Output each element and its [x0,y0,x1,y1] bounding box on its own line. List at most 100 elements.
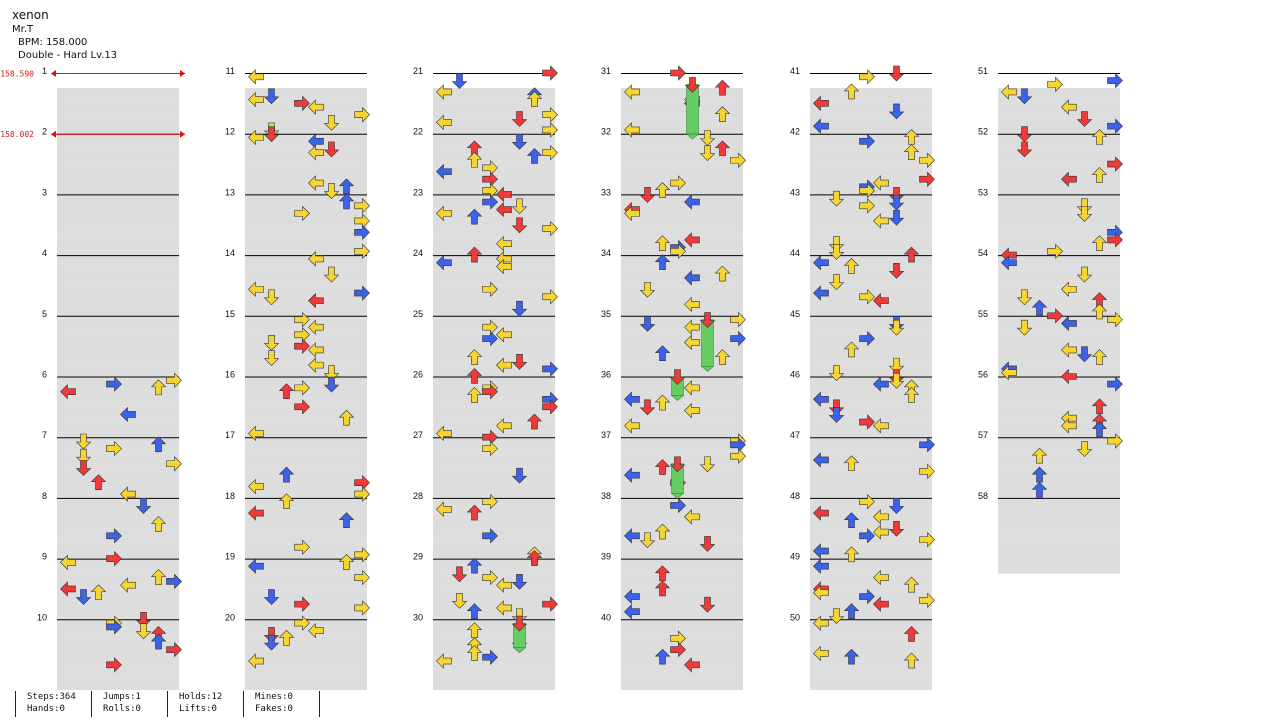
beat-band [433,361,555,377]
hold-tail [512,647,527,654]
step-arrow [1031,299,1048,316]
step-arrow [496,577,512,593]
beat-band [810,482,932,498]
beat-band [998,209,1120,225]
step-arrow [859,493,875,510]
step-arrow [308,622,324,639]
step-arrow [166,372,182,389]
step-arrow [248,91,264,108]
step-arrow [542,107,558,123]
beat-band [57,88,179,104]
step-arrow [511,354,528,370]
step-arrow [496,600,512,616]
measure-number: 10 [37,612,47,622]
measure-number: 9 [42,552,47,562]
step-arrow [354,569,370,586]
step-arrow [1107,376,1123,392]
beat-band [998,285,1120,301]
step-arrow [451,566,468,583]
step-arrow [511,133,528,150]
step-arrow [60,383,76,400]
step-arrow [294,399,310,415]
beat-band [57,634,179,650]
beat-band [57,254,179,271]
step-arrow [873,292,889,309]
stats-group-steps: Steps:364 Hands:0 [15,691,76,717]
step-arrow [308,175,324,191]
beat-band [433,467,555,483]
beat-band [998,254,1120,271]
beat-band [810,209,932,225]
step-arrow [75,589,92,605]
beat-band [433,588,555,604]
step-arrow [714,79,731,96]
beat-band [621,148,743,164]
beat-band [245,437,367,453]
step-arrow [730,330,746,347]
step-arrow [1107,311,1123,328]
step-arrow [684,334,700,351]
beat-band [245,497,367,513]
beat-band [57,300,179,316]
step-arrow [466,208,483,225]
step-arrow [166,456,182,472]
beat-band [245,421,367,438]
step-arrow [639,532,656,549]
step-arrow [248,69,264,85]
step-arrow [511,198,528,215]
step-arrow [542,399,558,415]
measure-number: 35 [601,309,611,319]
step-arrow [873,524,889,540]
step-arrow [323,266,340,283]
beat-band [57,194,179,210]
measure-number: 37 [601,430,611,440]
step-arrow [150,516,167,532]
beat-band [245,300,367,316]
step-arrow [496,258,512,275]
beat-band [810,224,932,240]
measure-number: 24 [413,248,423,258]
beat-band [998,376,1120,392]
beat-band [57,148,179,164]
step-arrow [888,194,905,211]
beat-band [810,437,932,453]
step-arrow [248,478,264,495]
step-arrow [1076,441,1093,458]
measure-number: 25 [413,309,423,319]
step-arrow [843,603,860,620]
measure-number: 34 [601,248,611,258]
beat-band [810,345,932,362]
step-arrow [263,634,280,651]
step-arrow [919,531,935,548]
step-arrow [903,576,920,593]
beat-band [245,163,367,180]
measure-number: 54 [978,248,988,258]
beat-band [57,452,179,468]
stats-group-jumps: Jumps:1 Rolls:0 [91,691,141,717]
step-arrow [496,235,512,252]
step-arrow [90,584,107,601]
beat-band [245,558,367,574]
step-arrow [1091,235,1108,252]
step-arrow [828,608,845,624]
beat-band [810,421,932,438]
step-arrow [482,569,498,586]
beat-band [433,133,555,149]
beat-band [433,421,555,438]
step-arrow [1061,418,1077,434]
measure-number: 46 [790,370,800,380]
step-arrow [919,592,935,609]
step-arrow [354,600,370,616]
beat-band [57,573,179,589]
measure-number: 42 [790,127,800,137]
step-arrow [354,243,370,260]
beat-band [245,391,367,407]
step-arrow [813,452,829,468]
step-arrow [1076,346,1093,363]
step-arrow [323,115,340,131]
beat-band [810,315,932,331]
beat-band [621,603,743,620]
measure-number: 20 [225,612,235,622]
step-arrow [684,77,701,93]
step-arrow [90,474,107,491]
